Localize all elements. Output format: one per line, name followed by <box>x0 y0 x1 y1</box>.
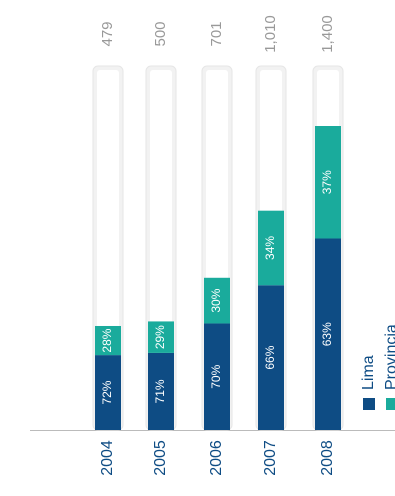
bar-segment <box>204 277 230 324</box>
legend-swatch <box>386 398 395 410</box>
x-tick-label: 2008 <box>319 440 336 476</box>
value-label: 71% <box>153 379 167 403</box>
bar-segment <box>258 210 284 286</box>
bar-segment <box>204 323 230 430</box>
x-tick-label: 2007 <box>262 440 279 476</box>
x-tick-label: 2005 <box>152 440 169 476</box>
total-label: 479 <box>99 21 116 46</box>
bar-segment <box>315 238 341 430</box>
total-label: 1,010 <box>262 15 279 53</box>
x-tick-label: 2006 <box>208 440 225 476</box>
value-label: 29% <box>153 325 167 349</box>
value-label: 37% <box>320 170 334 194</box>
value-label: 34% <box>263 236 277 260</box>
bar-segment <box>148 352 174 430</box>
value-label: 30% <box>209 288 223 312</box>
value-label: 66% <box>263 345 277 369</box>
bar-segment <box>95 355 121 430</box>
total-label: 500 <box>152 21 169 46</box>
total-label: 1,400 <box>319 15 336 53</box>
legend-swatch <box>363 398 375 410</box>
legend-label: Lima <box>360 355 377 390</box>
legend-label: Provincia <box>383 324 395 390</box>
bar-segment <box>148 321 174 353</box>
bar-segment <box>258 285 284 430</box>
bar-segment <box>95 325 121 356</box>
value-label: 70% <box>209 364 223 388</box>
value-label: 72% <box>100 380 114 404</box>
value-label: 63% <box>320 322 334 346</box>
bar-segment <box>315 126 341 239</box>
x-tick-label: 2004 <box>99 440 116 476</box>
value-label: 28% <box>100 328 114 352</box>
total-label: 701 <box>208 21 225 46</box>
